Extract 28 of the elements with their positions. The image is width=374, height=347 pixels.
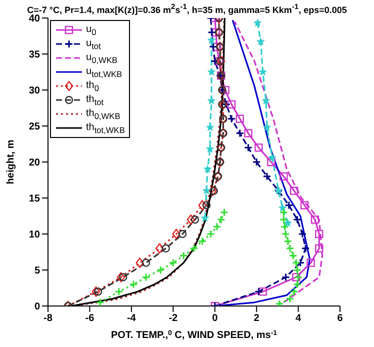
legend-label: th$_{tot}$ [86, 94, 104, 106]
x-tick-label: 0 [212, 313, 218, 324]
y-tick-label: 15 [28, 194, 40, 205]
x-tick-label: 2 [254, 313, 260, 324]
x-tick-label: 4 [296, 313, 302, 324]
x-tick-label: 6 [337, 313, 344, 324]
legend-label: th$_{tot,WKB}$ [86, 122, 125, 134]
y-axis-title: height, m [6, 140, 17, 184]
x-tick-label: -6 [85, 313, 95, 324]
y-tick-label: 25 [28, 122, 40, 133]
legend-label: u$_{0,WKB}$ [86, 52, 118, 64]
y-tick-label: 30 [28, 86, 40, 97]
y-tick-label: 5 [34, 266, 40, 277]
y-tick-label: 40 [28, 14, 40, 25]
chart-title: C=-7 °C, Pr=1.4, max[K(z)]=0.36 m$^{2}$s$^{-1}$, h=35 m, gamma=5 Kkm$^{-1}$, eps=0.005 [26, 1, 348, 15]
y-tick-label: 0 [34, 302, 40, 313]
y-tick-label: 20 [28, 158, 40, 169]
x-tick-label: -8 [44, 313, 53, 324]
legend-label: th$_{0}$ [86, 80, 99, 92]
legend-label: u$_{tot,WKB}$ [86, 66, 122, 78]
x-tick-label: -2 [168, 313, 178, 324]
y-tick-label: 10 [28, 230, 40, 241]
legend-label: u$_{tot}$ [86, 38, 101, 50]
x-tick-label: -4 [126, 313, 136, 324]
legend-label: u$_{0}$ [86, 24, 96, 36]
legend-label: th$_{0,WKB}$ [86, 108, 120, 120]
x-axis-title: POT. TEMP.,$^{0}$ C, WIND SPEED, ms$^{-1}$ [110, 330, 278, 341]
y-tick-label: 35 [28, 50, 40, 61]
